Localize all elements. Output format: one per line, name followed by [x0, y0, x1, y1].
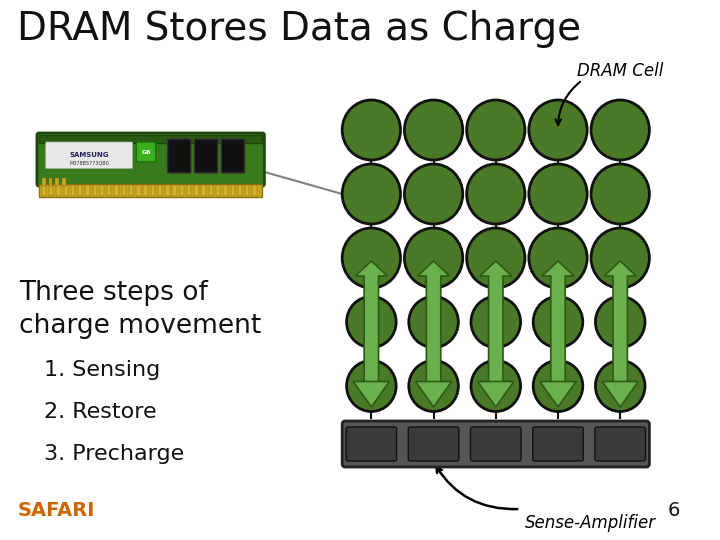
Ellipse shape	[409, 361, 459, 411]
Text: SAMSUNG: SAMSUNG	[69, 152, 109, 158]
Ellipse shape	[528, 228, 587, 288]
Ellipse shape	[591, 164, 649, 224]
Ellipse shape	[528, 100, 587, 160]
Polygon shape	[477, 381, 514, 407]
FancyBboxPatch shape	[42, 178, 45, 186]
Text: G6: G6	[141, 150, 150, 154]
FancyBboxPatch shape	[56, 185, 60, 195]
FancyBboxPatch shape	[209, 185, 213, 195]
FancyBboxPatch shape	[238, 185, 242, 195]
Polygon shape	[602, 381, 639, 407]
FancyBboxPatch shape	[187, 185, 192, 195]
FancyBboxPatch shape	[202, 185, 206, 195]
FancyBboxPatch shape	[78, 185, 83, 195]
Ellipse shape	[467, 100, 525, 160]
Ellipse shape	[342, 164, 400, 224]
Polygon shape	[480, 261, 512, 389]
Text: 6: 6	[668, 501, 680, 520]
FancyBboxPatch shape	[150, 185, 155, 195]
Text: SAFARI: SAFARI	[17, 501, 95, 520]
Polygon shape	[540, 381, 576, 407]
Text: DRAM Cell: DRAM Cell	[577, 62, 664, 80]
FancyBboxPatch shape	[39, 184, 263, 197]
FancyBboxPatch shape	[71, 185, 75, 195]
FancyBboxPatch shape	[342, 421, 649, 467]
FancyBboxPatch shape	[158, 185, 162, 195]
FancyBboxPatch shape	[194, 185, 199, 195]
FancyBboxPatch shape	[100, 185, 104, 195]
FancyBboxPatch shape	[122, 185, 126, 195]
FancyBboxPatch shape	[62, 178, 66, 186]
Ellipse shape	[409, 296, 459, 348]
FancyBboxPatch shape	[114, 185, 119, 195]
FancyBboxPatch shape	[45, 142, 132, 168]
Text: DRAM Stores Data as Charge: DRAM Stores Data as Charge	[17, 10, 582, 48]
Ellipse shape	[528, 164, 587, 224]
Ellipse shape	[405, 164, 463, 224]
FancyBboxPatch shape	[136, 185, 140, 195]
Text: 3. Precharge: 3. Precharge	[44, 444, 184, 464]
FancyBboxPatch shape	[49, 178, 53, 186]
Ellipse shape	[534, 361, 582, 411]
Ellipse shape	[342, 100, 400, 160]
FancyBboxPatch shape	[230, 185, 235, 195]
FancyBboxPatch shape	[180, 185, 184, 195]
FancyBboxPatch shape	[252, 185, 256, 195]
FancyBboxPatch shape	[168, 139, 191, 173]
Ellipse shape	[346, 361, 396, 411]
Ellipse shape	[591, 228, 649, 288]
FancyBboxPatch shape	[93, 185, 97, 195]
Ellipse shape	[534, 296, 582, 348]
Text: Sense-Amplifier: Sense-Amplifier	[525, 514, 656, 532]
Ellipse shape	[471, 361, 521, 411]
FancyBboxPatch shape	[470, 427, 521, 461]
Text: M378B5773QB0: M378B5773QB0	[69, 160, 109, 165]
FancyBboxPatch shape	[165, 185, 169, 195]
Polygon shape	[415, 381, 451, 407]
Ellipse shape	[595, 361, 645, 411]
FancyBboxPatch shape	[194, 139, 217, 173]
Ellipse shape	[346, 296, 396, 348]
FancyBboxPatch shape	[55, 178, 59, 186]
Polygon shape	[354, 381, 390, 407]
Polygon shape	[355, 261, 387, 389]
FancyBboxPatch shape	[245, 185, 249, 195]
Ellipse shape	[405, 100, 463, 160]
Ellipse shape	[405, 228, 463, 288]
FancyBboxPatch shape	[221, 139, 245, 173]
FancyBboxPatch shape	[37, 133, 264, 186]
FancyBboxPatch shape	[107, 185, 112, 195]
FancyBboxPatch shape	[39, 135, 263, 144]
Polygon shape	[542, 261, 574, 389]
Ellipse shape	[342, 228, 400, 288]
FancyBboxPatch shape	[136, 142, 156, 162]
FancyBboxPatch shape	[143, 185, 148, 195]
Ellipse shape	[471, 296, 521, 348]
Polygon shape	[604, 261, 636, 389]
FancyBboxPatch shape	[533, 427, 583, 461]
Text: Three steps of
charge movement: Three steps of charge movement	[19, 280, 261, 339]
FancyBboxPatch shape	[49, 185, 53, 195]
Ellipse shape	[595, 296, 645, 348]
Ellipse shape	[591, 100, 649, 160]
Ellipse shape	[467, 228, 525, 288]
Ellipse shape	[467, 164, 525, 224]
Text: 2. Restore: 2. Restore	[44, 402, 156, 422]
FancyBboxPatch shape	[86, 185, 90, 195]
FancyBboxPatch shape	[216, 185, 220, 195]
FancyBboxPatch shape	[129, 185, 133, 195]
Text: 1. Sensing: 1. Sensing	[44, 360, 160, 380]
FancyBboxPatch shape	[408, 427, 459, 461]
Polygon shape	[418, 261, 449, 389]
FancyBboxPatch shape	[63, 185, 68, 195]
FancyBboxPatch shape	[595, 427, 646, 461]
FancyBboxPatch shape	[173, 185, 177, 195]
FancyBboxPatch shape	[346, 427, 397, 461]
FancyBboxPatch shape	[42, 185, 46, 195]
FancyBboxPatch shape	[223, 185, 228, 195]
